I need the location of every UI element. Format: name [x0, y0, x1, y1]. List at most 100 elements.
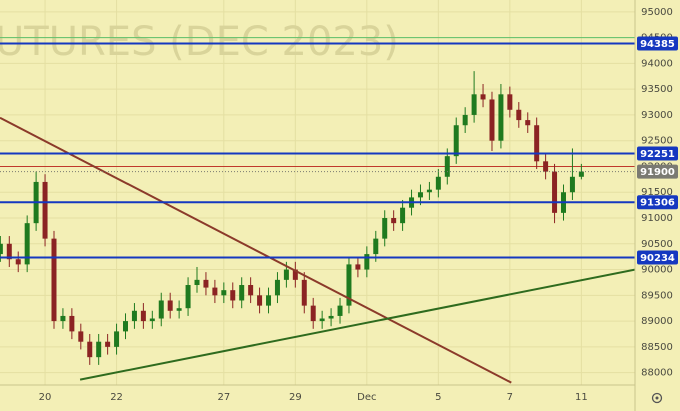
candle-body [507, 94, 513, 110]
candle-body [364, 254, 370, 270]
candle-body [167, 300, 173, 311]
y-tick-label: 91000 [641, 213, 673, 224]
y-tick-label: 93500 [641, 84, 673, 95]
candle-body [480, 94, 486, 100]
candle-body [78, 331, 84, 342]
y-tick-label: 89000 [641, 316, 673, 327]
candle-body [453, 125, 459, 157]
candle-body [292, 269, 298, 280]
price-badge-label: 91900 [640, 167, 675, 178]
candle-body [194, 279, 200, 286]
price-badge [637, 164, 678, 179]
candle-body [569, 176, 575, 193]
candle-body [122, 321, 128, 332]
candle-body [346, 264, 352, 306]
candle-body [355, 264, 361, 270]
candle-body [257, 295, 263, 306]
price-badge [637, 36, 678, 51]
y-tick-label: 95000 [641, 7, 673, 18]
y-tick-label: 88000 [641, 368, 673, 379]
trend-line [79, 268, 635, 381]
x-tick-label: 5 [435, 392, 441, 403]
candle-body [212, 287, 218, 296]
price-badge-label: 91306 [640, 198, 675, 209]
candle-body [444, 156, 450, 177]
candle-body [203, 279, 209, 288]
candle-body [328, 315, 334, 319]
candle-body [426, 189, 432, 193]
candle-body [266, 295, 272, 306]
x-tick-label: 20 [39, 392, 52, 403]
x-tick-label: 29 [289, 392, 302, 403]
candle-body [516, 109, 522, 121]
price-badge-label: 92251 [640, 149, 675, 160]
price-badge [637, 146, 678, 161]
x-tick-label: 11 [575, 392, 588, 403]
y-tick-label: 90500 [641, 239, 673, 250]
candle-body [60, 315, 66, 322]
candle-body [525, 120, 531, 126]
candle-body [15, 259, 21, 265]
settings-icon[interactable] [651, 392, 663, 404]
price-badge-label: 94385 [640, 39, 675, 50]
candle-body [158, 300, 164, 319]
candle-body [301, 279, 307, 306]
candle-body [400, 207, 406, 224]
y-tick-label: 90000 [641, 265, 673, 276]
candle-body [176, 308, 182, 311]
candle-body [319, 318, 325, 322]
candle-body [552, 171, 558, 213]
candle-body [489, 99, 495, 141]
candle-body [373, 238, 379, 255]
candle-body [578, 171, 584, 177]
candle-body [131, 310, 137, 322]
candle-body [498, 94, 504, 141]
candle-body [283, 269, 289, 280]
plot-area [0, 37, 635, 384]
candle-body [114, 331, 120, 347]
price-badge [637, 250, 678, 265]
candle-body [24, 223, 30, 265]
candle-body [51, 238, 57, 322]
candle-body [230, 290, 236, 301]
candle-body [185, 285, 191, 309]
candle-body [337, 305, 343, 316]
x-tick-label: 7 [507, 392, 513, 403]
x-tick-label: 27 [217, 392, 230, 403]
y-tick-label: 94000 [641, 58, 673, 69]
axes: 88000 88500 89000 89500 90000 90500 91000 91500… [39, 7, 678, 403]
candle-body [105, 341, 111, 347]
candle-body [417, 192, 423, 198]
candle-body [149, 318, 155, 322]
candle-body [239, 285, 245, 301]
candle-body [221, 290, 227, 296]
candle-body [0, 243, 3, 255]
candle-body [471, 94, 477, 115]
candle-body [140, 310, 146, 322]
candle-body [382, 218, 388, 239]
x-tick-label: 22 [110, 392, 123, 403]
x-tick-label: Dec [357, 392, 376, 403]
y-tick-label: 91500 [641, 187, 673, 198]
y-tick-label: 88500 [641, 342, 673, 353]
candle-body [543, 161, 549, 172]
candle-body [87, 341, 93, 358]
y-tick-label: 89500 [641, 290, 673, 301]
y-tick-label: 93000 [641, 110, 673, 121]
candle-body [534, 125, 540, 162]
candle-body [96, 341, 102, 358]
candle-body [42, 181, 48, 239]
candle-body [69, 315, 75, 332]
candle-body [248, 285, 254, 296]
candle-body [391, 218, 397, 224]
candle-body [435, 176, 441, 190]
trend-line [0, 116, 512, 384]
y-tick-label: 92500 [641, 136, 673, 147]
candle-body [6, 243, 12, 260]
price-badge-label: 90234 [640, 253, 675, 264]
candle-body [462, 114, 468, 126]
candle-body [310, 305, 316, 322]
price-badge [637, 195, 678, 210]
